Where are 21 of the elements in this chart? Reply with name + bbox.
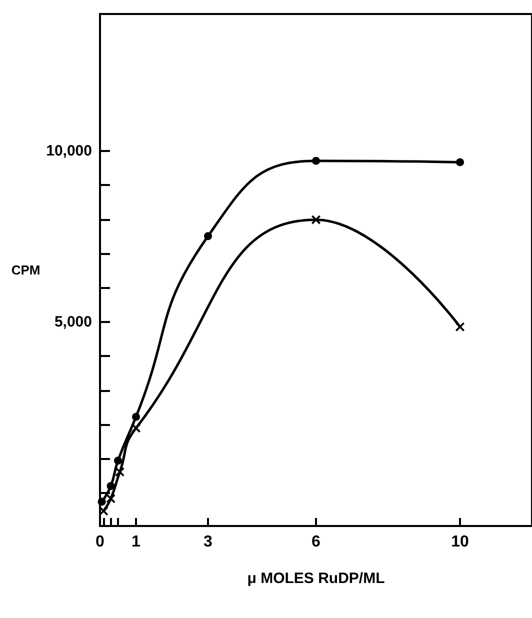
y-axis-title: CPM: [11, 262, 40, 278]
point: [106, 482, 115, 490]
point: [312, 215, 320, 224]
x-tick-label: 0: [96, 534, 105, 550]
point: [132, 412, 140, 421]
point: [456, 158, 464, 166]
x-tick-label: 1: [132, 534, 141, 550]
x-tick-label: 10: [451, 534, 469, 550]
y-tick-label: 10,000: [46, 142, 92, 160]
point: [114, 456, 122, 465]
point: [115, 467, 124, 476]
x-tick-label: 3: [204, 534, 213, 550]
x-axis-title: μ MOLES RuDP/ML: [247, 570, 385, 587]
point: [132, 424, 140, 433]
point: [456, 322, 464, 332]
point: [204, 232, 212, 240]
y-tick-label: 5,000: [54, 314, 92, 331]
point: [106, 494, 116, 504]
point: [98, 498, 106, 506]
x-tick-label: 6: [312, 534, 321, 550]
point: [312, 156, 320, 165]
